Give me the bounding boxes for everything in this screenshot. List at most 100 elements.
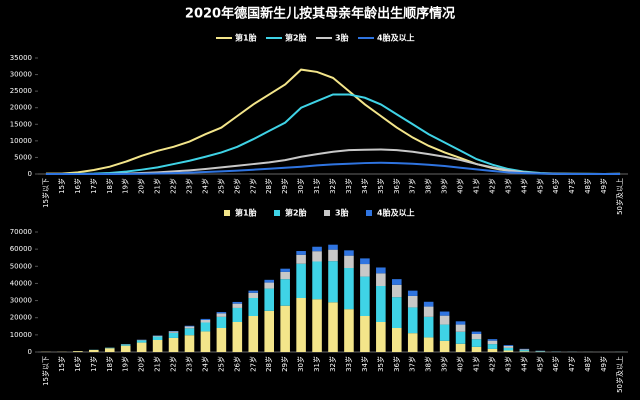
y-tick-label: 20000 bbox=[10, 314, 32, 322]
bar-segment bbox=[296, 298, 306, 352]
bar-segment bbox=[360, 276, 370, 316]
legend-label: 第2胎 bbox=[285, 33, 307, 43]
y-tick-label: 30000 bbox=[10, 297, 32, 305]
x-tick-label: 49岁 bbox=[599, 356, 608, 372]
x-tick-label: 50岁及以上 bbox=[615, 356, 624, 393]
x-tick-label: 47岁 bbox=[567, 178, 576, 194]
x-tick-label: 27岁 bbox=[248, 356, 257, 372]
bar-segment bbox=[439, 311, 450, 316]
x-tick-label: 24岁 bbox=[200, 178, 209, 194]
bar-segment bbox=[423, 316, 434, 338]
x-tick-label: 45岁 bbox=[535, 356, 544, 372]
bar-segment bbox=[455, 324, 466, 332]
bar-segment bbox=[264, 288, 274, 311]
x-tick-label: 18岁 bbox=[105, 178, 114, 194]
x-tick-label: 45岁 bbox=[535, 178, 544, 194]
x-tick-label: 49岁 bbox=[599, 178, 608, 194]
bar-segment bbox=[120, 345, 131, 352]
bar-segment bbox=[168, 331, 179, 333]
bar-segment bbox=[216, 313, 227, 317]
bar-segment bbox=[232, 303, 243, 308]
legend-swatch bbox=[224, 210, 230, 216]
bar-segment bbox=[136, 339, 147, 341]
x-tick-label: 37岁 bbox=[408, 356, 417, 372]
x-tick-label: 24岁 bbox=[200, 356, 209, 372]
x-tick-label: 22岁 bbox=[169, 356, 178, 372]
bar-segment bbox=[216, 328, 227, 352]
bar-segment bbox=[248, 290, 259, 293]
bar-segment bbox=[184, 335, 195, 352]
bar-segment bbox=[280, 279, 290, 306]
x-tick-label: 25岁 bbox=[216, 178, 225, 194]
bar-segment bbox=[439, 315, 450, 325]
bar-segment bbox=[168, 332, 179, 338]
x-tick-label: 46岁 bbox=[551, 178, 560, 194]
x-tick-label: 39岁 bbox=[440, 356, 449, 372]
legend-label: 4胎及以上 bbox=[377, 33, 415, 43]
bar-segment bbox=[232, 307, 243, 322]
x-tick-label: 32岁 bbox=[328, 356, 337, 372]
x-tick-label: 15岁以下 bbox=[41, 356, 50, 386]
x-tick-label: 32岁 bbox=[328, 178, 337, 194]
legend-label: 3胎 bbox=[335, 33, 349, 43]
bar-segment bbox=[264, 282, 274, 289]
x-tick-label: 43岁 bbox=[503, 356, 512, 372]
x-tick-label: 31岁 bbox=[312, 356, 321, 372]
legend-label: 第2胎 bbox=[285, 208, 307, 218]
x-tick-label: 26岁 bbox=[232, 356, 241, 372]
bar-segment bbox=[136, 340, 147, 343]
bar-segment bbox=[216, 316, 227, 328]
x-tick-label: 38岁 bbox=[424, 178, 433, 194]
bar-segment bbox=[312, 246, 322, 252]
x-tick-label: 21岁 bbox=[153, 178, 162, 194]
bar-segment bbox=[280, 271, 290, 280]
bar-segment bbox=[344, 268, 354, 310]
y-tick-label: 70000 bbox=[10, 228, 32, 236]
bar-segment bbox=[120, 344, 131, 346]
x-tick-label: 30岁 bbox=[296, 178, 305, 194]
x-tick-label: 26岁 bbox=[232, 178, 241, 194]
bar-segment bbox=[232, 322, 243, 352]
x-tick-label: 25岁 bbox=[216, 356, 225, 372]
bar-segment bbox=[519, 349, 530, 351]
bar-segment bbox=[392, 328, 402, 352]
bar-segment bbox=[423, 306, 434, 317]
x-tick-label: 21岁 bbox=[153, 356, 162, 372]
legend-label: 第1胎 bbox=[235, 33, 257, 43]
x-tick-label: 20岁 bbox=[137, 178, 146, 194]
x-tick-label: 27岁 bbox=[248, 178, 257, 194]
y-tick-label: 25000 bbox=[10, 87, 32, 95]
x-tick-label: 16岁 bbox=[73, 356, 82, 372]
bar-segment bbox=[184, 328, 195, 336]
bar-segment bbox=[471, 346, 482, 352]
bar-segment bbox=[312, 299, 322, 352]
x-tick-label: 23岁 bbox=[184, 356, 193, 372]
bar-segment bbox=[104, 348, 115, 352]
legend-label: 4胎及以上 bbox=[377, 208, 415, 218]
x-tick-label: 35岁 bbox=[376, 178, 385, 194]
bar-segment bbox=[344, 309, 354, 352]
x-tick-label: 36岁 bbox=[392, 356, 401, 372]
bar-segment bbox=[89, 349, 99, 352]
x-tick-label: 31岁 bbox=[312, 178, 321, 194]
x-tick-label: 23岁 bbox=[184, 178, 193, 194]
bar-segment bbox=[392, 279, 402, 285]
y-tick-label: 10000 bbox=[10, 137, 32, 145]
bar-segment bbox=[280, 268, 290, 272]
legend-swatch bbox=[366, 210, 372, 216]
x-tick-label: 22岁 bbox=[169, 178, 178, 194]
x-tick-label: 38岁 bbox=[424, 356, 433, 372]
bar-segment bbox=[248, 298, 259, 316]
bar-segment bbox=[407, 290, 418, 296]
x-tick-label: 46岁 bbox=[551, 356, 560, 372]
bar-segment bbox=[535, 351, 546, 352]
bar-segment bbox=[487, 339, 498, 341]
bar-segment bbox=[312, 251, 322, 262]
x-tick-label: 18岁 bbox=[105, 356, 114, 372]
bar-segment bbox=[392, 297, 402, 328]
x-tick-label: 41岁 bbox=[472, 178, 481, 194]
bar-segment bbox=[168, 337, 179, 352]
x-tick-label: 15岁以下 bbox=[41, 178, 50, 208]
y-tick-label: 60000 bbox=[10, 245, 32, 253]
